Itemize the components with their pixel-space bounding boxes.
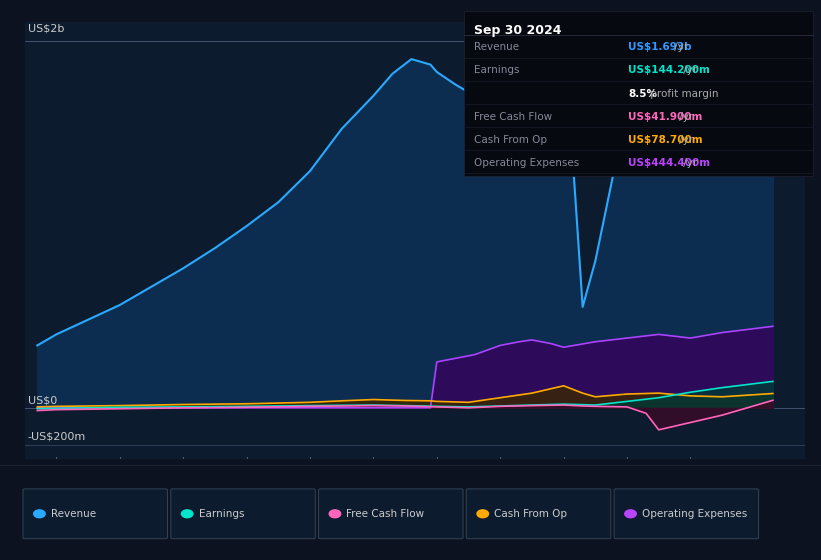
Text: 2020: 2020 bbox=[423, 465, 451, 475]
Text: Revenue: Revenue bbox=[51, 509, 96, 519]
Text: profit margin: profit margin bbox=[647, 88, 718, 99]
Text: Earnings: Earnings bbox=[199, 509, 244, 519]
Text: Cash From Op: Cash From Op bbox=[494, 509, 567, 519]
Text: Cash From Op: Cash From Op bbox=[474, 134, 547, 144]
Text: US$144.200m: US$144.200m bbox=[628, 66, 710, 76]
Text: Operating Expenses: Operating Expenses bbox=[642, 509, 747, 519]
Text: /yr: /yr bbox=[671, 43, 688, 53]
Text: US$41.900m: US$41.900m bbox=[628, 111, 703, 122]
Text: US$2b: US$2b bbox=[28, 24, 64, 34]
Text: Operating Expenses: Operating Expenses bbox=[474, 158, 579, 167]
Text: US$0: US$0 bbox=[28, 395, 57, 405]
Text: Sep 30 2024: Sep 30 2024 bbox=[474, 24, 562, 36]
Text: 2016: 2016 bbox=[169, 465, 197, 475]
Text: 2019: 2019 bbox=[360, 465, 388, 475]
Text: 8.5%: 8.5% bbox=[628, 88, 657, 99]
Text: Revenue: Revenue bbox=[474, 43, 519, 53]
Text: /yr: /yr bbox=[676, 134, 693, 144]
Text: 2022: 2022 bbox=[549, 465, 578, 475]
Text: /yr: /yr bbox=[681, 66, 698, 76]
Text: 2014: 2014 bbox=[42, 465, 71, 475]
Text: US$78.700m: US$78.700m bbox=[628, 134, 703, 144]
Text: US$1.693b: US$1.693b bbox=[628, 43, 691, 53]
Text: /yr: /yr bbox=[676, 111, 693, 122]
Text: 2024: 2024 bbox=[677, 465, 704, 475]
Text: /yr: /yr bbox=[681, 158, 698, 167]
Text: 2021: 2021 bbox=[486, 465, 514, 475]
Text: US$444.400m: US$444.400m bbox=[628, 158, 710, 167]
Text: Free Cash Flow: Free Cash Flow bbox=[346, 509, 424, 519]
Text: 2023: 2023 bbox=[613, 465, 641, 475]
Text: Earnings: Earnings bbox=[474, 66, 519, 76]
Text: 2017: 2017 bbox=[232, 465, 261, 475]
Text: -US$200m: -US$200m bbox=[28, 432, 86, 442]
Text: 2015: 2015 bbox=[106, 465, 134, 475]
Text: Free Cash Flow: Free Cash Flow bbox=[474, 111, 552, 122]
Text: 2018: 2018 bbox=[296, 465, 324, 475]
